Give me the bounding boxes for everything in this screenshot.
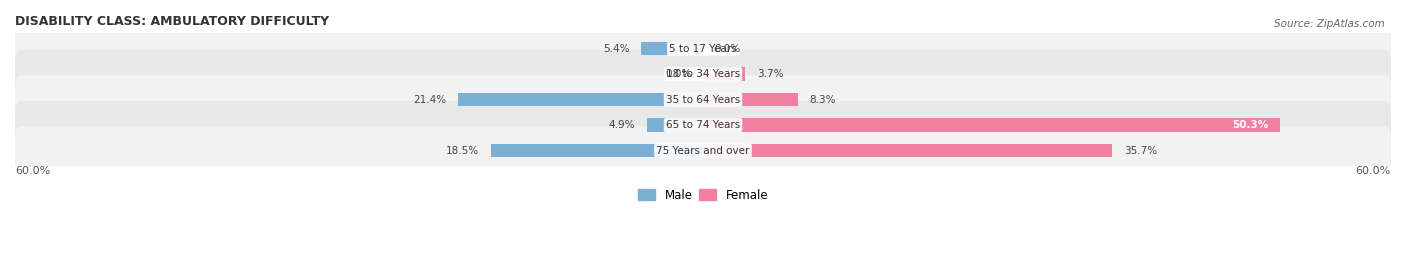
Text: DISABILITY CLASS: AMBULATORY DIFFICULTY: DISABILITY CLASS: AMBULATORY DIFFICULTY [15,15,329,28]
FancyBboxPatch shape [15,101,1391,149]
Bar [703,144,1112,157]
Text: 35.7%: 35.7% [1123,146,1157,155]
Text: 3.7%: 3.7% [756,69,783,79]
Text: 50.3%: 50.3% [1232,120,1268,130]
Bar [641,42,703,55]
FancyBboxPatch shape [15,75,1391,124]
Text: 75 Years and over: 75 Years and over [657,146,749,155]
Text: 18 to 34 Years: 18 to 34 Years [666,69,740,79]
Text: 0.0%: 0.0% [665,69,692,79]
Text: 60.0%: 60.0% [1355,166,1391,176]
Text: 5 to 17 Years: 5 to 17 Years [669,44,737,54]
Bar [703,118,1279,132]
Text: 21.4%: 21.4% [413,95,446,105]
Text: 5.4%: 5.4% [603,44,630,54]
Bar [647,118,703,132]
Bar [457,93,703,106]
Bar [703,93,799,106]
FancyBboxPatch shape [15,50,1391,98]
Text: Source: ZipAtlas.com: Source: ZipAtlas.com [1274,19,1385,29]
Bar [491,144,703,157]
Text: 60.0%: 60.0% [15,166,51,176]
Text: 65 to 74 Years: 65 to 74 Years [666,120,740,130]
Bar [703,68,745,81]
Text: 8.3%: 8.3% [810,95,837,105]
FancyBboxPatch shape [15,126,1391,175]
Text: 18.5%: 18.5% [446,146,479,155]
Text: 0.0%: 0.0% [714,44,741,54]
Legend: Male, Female: Male, Female [633,184,773,206]
Text: 35 to 64 Years: 35 to 64 Years [666,95,740,105]
FancyBboxPatch shape [15,24,1391,73]
Text: 4.9%: 4.9% [609,120,636,130]
